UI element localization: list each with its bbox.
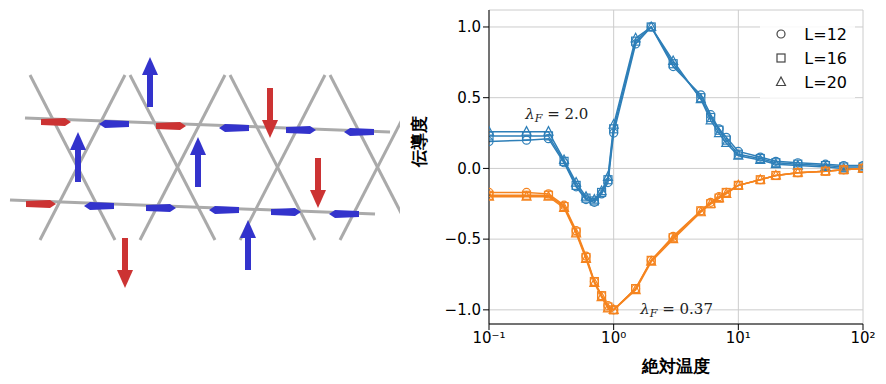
html-text:L=16: L=16	[804, 48, 847, 68]
svg-text:1.0: 1.0	[457, 18, 481, 36]
svg-text:10⁻¹: 10⁻¹	[472, 329, 505, 347]
svg-text:0.0: 0.0	[457, 160, 481, 178]
svg-text:10⁰: 10⁰	[601, 329, 626, 347]
html-text:L=20: L=20	[804, 72, 847, 92]
svg-text:絶対温度: 絶対温度	[641, 356, 710, 376]
svg-text:伝導度: 伝導度	[409, 116, 429, 168]
svg-text:λF = 0.37: λF = 0.37	[639, 300, 713, 320]
svg-text:−0.5: −0.5	[445, 230, 481, 248]
svg-text:λF = 2.0: λF = 2.0	[524, 105, 588, 125]
svg-text:−1.0: −1.0	[445, 301, 481, 319]
svg-text:0.5: 0.5	[457, 89, 481, 107]
svg-text:10²: 10²	[850, 329, 875, 347]
html-text:L=12: L=12	[804, 24, 847, 44]
svg-text:10¹: 10¹	[726, 329, 751, 347]
